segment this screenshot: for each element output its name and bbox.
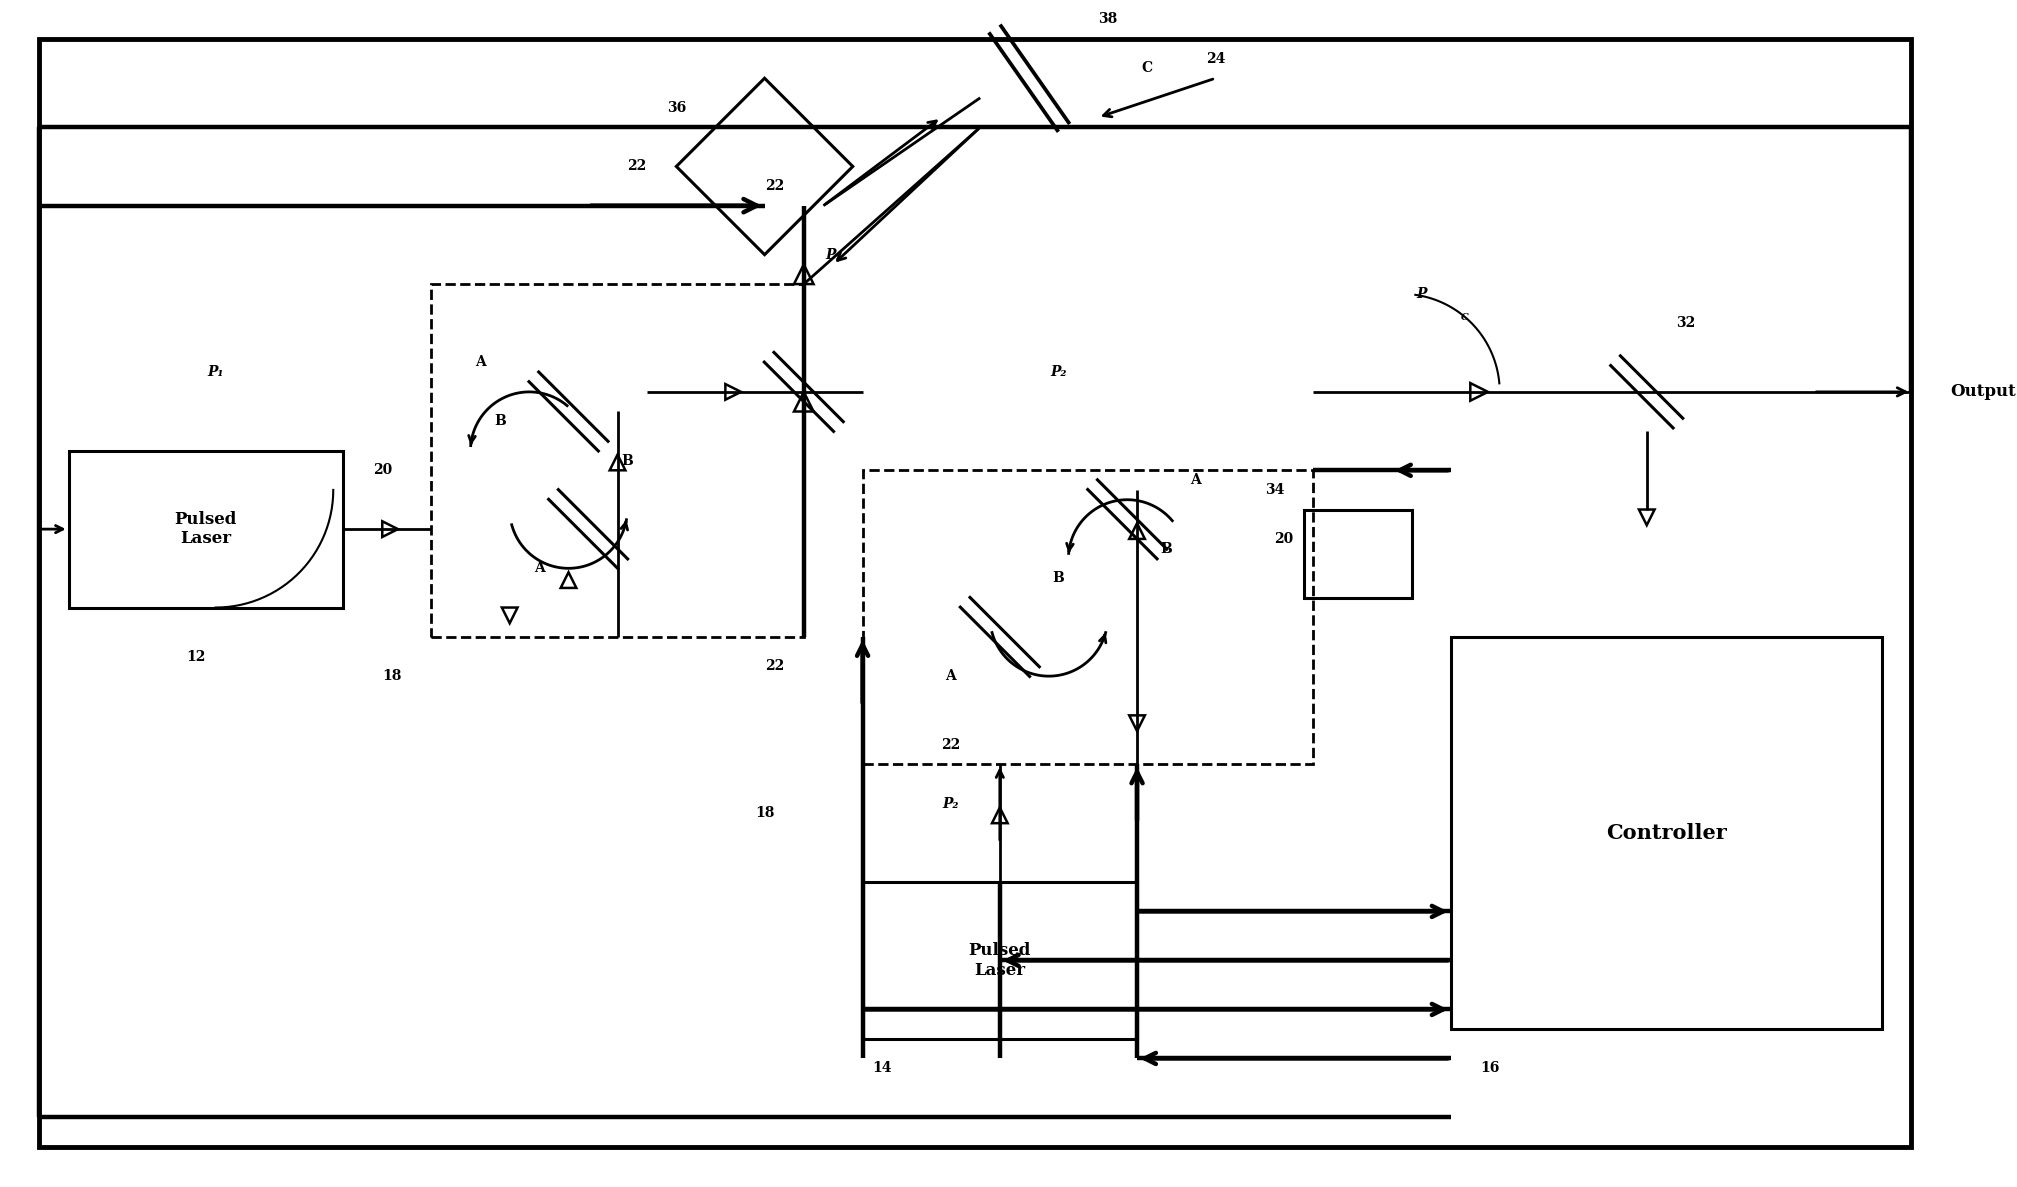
Text: P₂: P₂ xyxy=(942,796,958,811)
Bar xyxy=(69,451,343,608)
Text: A: A xyxy=(535,561,545,576)
Text: A: A xyxy=(1190,474,1202,487)
Text: 22: 22 xyxy=(627,159,647,173)
Bar xyxy=(863,882,1138,1039)
Text: P₂: P₂ xyxy=(1051,366,1067,380)
Text: B: B xyxy=(1053,571,1065,585)
Text: A: A xyxy=(474,355,486,369)
Text: A: A xyxy=(946,669,956,684)
Text: 24: 24 xyxy=(1206,51,1224,65)
Text: 16: 16 xyxy=(1480,1061,1499,1075)
Text: 32: 32 xyxy=(1676,316,1696,330)
Text: P₁: P₁ xyxy=(208,366,224,380)
Text: 18: 18 xyxy=(754,806,775,820)
Bar xyxy=(1303,509,1412,598)
Text: Pulsed
Laser: Pulsed Laser xyxy=(968,942,1031,979)
Text: B: B xyxy=(1160,541,1172,556)
Text: 22: 22 xyxy=(764,659,785,673)
Text: Output: Output xyxy=(1950,383,2017,400)
Text: B: B xyxy=(621,453,633,468)
Text: P: P xyxy=(1416,287,1426,300)
Text: C: C xyxy=(1142,62,1152,76)
Text: C: C xyxy=(1460,313,1468,323)
Text: 20: 20 xyxy=(373,463,391,477)
Text: 18: 18 xyxy=(383,669,401,684)
Text: 22: 22 xyxy=(942,738,960,751)
Text: Controller: Controller xyxy=(1606,823,1727,843)
Polygon shape xyxy=(676,78,853,255)
Bar xyxy=(863,470,1313,764)
Text: Pulsed
Laser: Pulsed Laser xyxy=(175,510,238,547)
Text: 38: 38 xyxy=(1097,12,1117,26)
Text: 34: 34 xyxy=(1265,483,1285,497)
Text: 14: 14 xyxy=(873,1061,892,1075)
Bar xyxy=(1450,637,1882,1029)
Text: P₁: P₁ xyxy=(825,248,841,261)
Text: 12: 12 xyxy=(186,649,206,664)
Text: B: B xyxy=(494,414,506,429)
Text: 36: 36 xyxy=(668,101,686,115)
Text: 22: 22 xyxy=(764,179,785,193)
Bar xyxy=(432,284,803,637)
Text: 20: 20 xyxy=(1275,532,1293,546)
